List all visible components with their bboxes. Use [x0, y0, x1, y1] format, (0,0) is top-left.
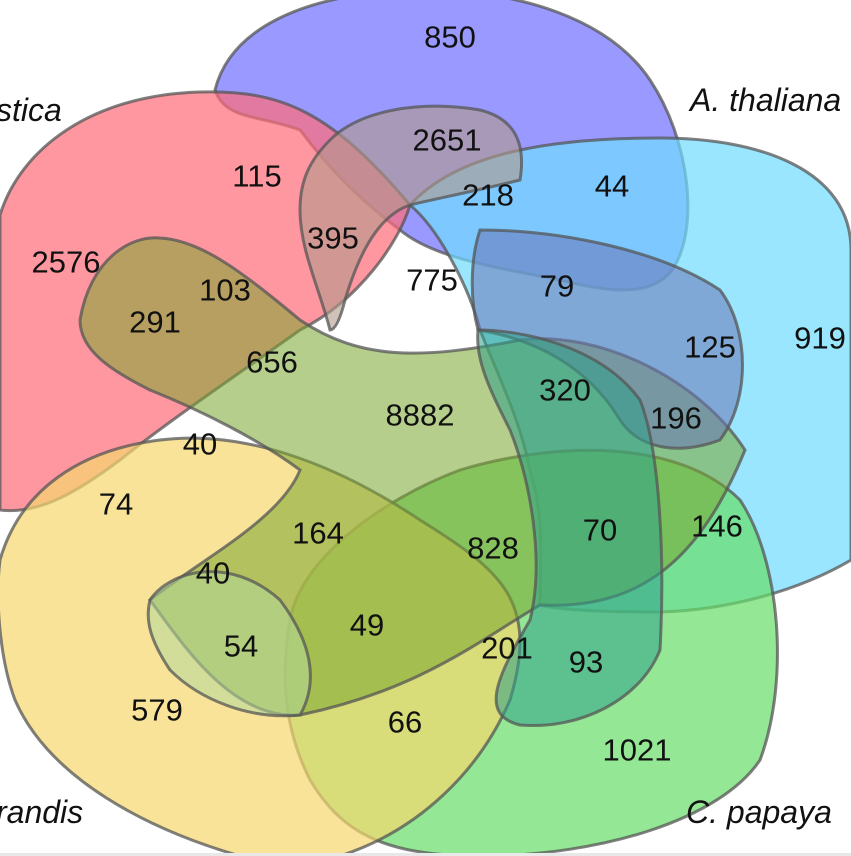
- region-count: 2576: [31, 244, 101, 280]
- region-count: 919: [794, 320, 846, 356]
- region-count: 395: [307, 220, 359, 256]
- region-count: 49: [349, 607, 385, 643]
- region-count: 201: [481, 630, 533, 666]
- region-count: 320: [539, 372, 591, 408]
- species-label-top-left: stica: [0, 92, 62, 128]
- region-count: 40: [195, 555, 231, 591]
- inner-lobe-teal: [476, 328, 664, 728]
- region-count: 103: [199, 272, 251, 308]
- region-count: 218: [462, 177, 514, 213]
- region-count: 1021: [602, 732, 672, 768]
- region-count: 2651: [412, 122, 482, 158]
- region-count: 79: [539, 268, 575, 304]
- region-count: 44: [594, 168, 630, 204]
- region-count: 775: [406, 262, 458, 298]
- species-label-top-right: A. thaliana: [690, 82, 842, 118]
- region-count: 66: [387, 704, 423, 740]
- species-label-bottom-left: randis: [0, 794, 84, 830]
- region-count: 74: [98, 486, 134, 522]
- region-count: 850: [424, 19, 476, 55]
- region-count: 828: [467, 530, 519, 566]
- region-count: 579: [131, 692, 183, 728]
- region-count: 70: [582, 512, 618, 548]
- region-count: 115: [232, 158, 282, 194]
- region-count: 291: [129, 304, 181, 340]
- region-count: 125: [684, 329, 736, 365]
- inner-lobe-taupe: [298, 104, 524, 332]
- inner-lobe-sage: [146, 570, 312, 718]
- species-label-bottom-right: C. papaya: [686, 794, 832, 830]
- region-count: 54: [223, 628, 259, 664]
- bottom-border: [0, 853, 851, 856]
- region-count: 656: [246, 344, 298, 380]
- region-count: 164: [292, 515, 344, 551]
- region-count: 40: [182, 426, 218, 462]
- region-count: 196: [650, 400, 702, 436]
- region-count: 8882: [385, 397, 455, 433]
- region-count: 93: [568, 644, 604, 680]
- region-count: 146: [691, 508, 743, 544]
